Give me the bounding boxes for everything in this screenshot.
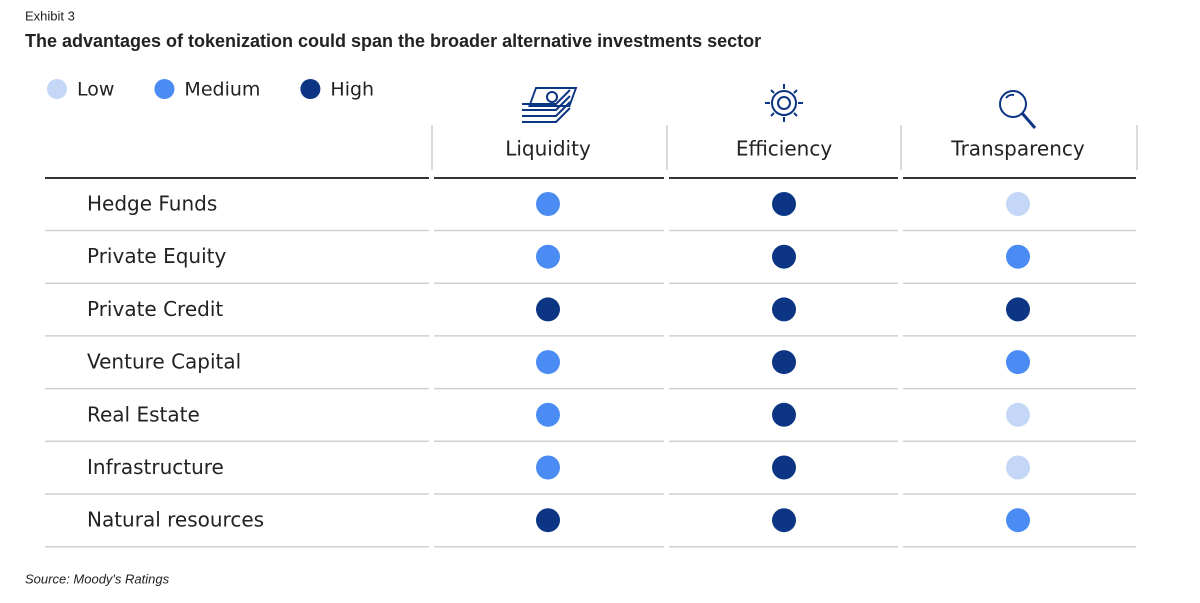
rating-dot [1006, 192, 1030, 216]
liquidity-icon [522, 87, 578, 123]
column-header: Liquidity [505, 137, 591, 161]
rating-dot [536, 455, 560, 480]
row-label: Real Estate [87, 402, 200, 426]
row-label: Venture Capital [87, 350, 241, 374]
legend-dot [300, 79, 321, 99]
rating-dot [772, 350, 796, 375]
source: Source: Moody's Ratings [25, 571, 170, 586]
row-label: Hedge Funds [87, 192, 217, 216]
row-label: Infrastructure [87, 455, 224, 479]
rating-dot [536, 192, 560, 216]
rating-dot [772, 192, 796, 216]
row-label: Natural resources [87, 508, 264, 532]
rating-dot [772, 244, 796, 269]
rating-dot [536, 402, 560, 427]
rating-dot [772, 455, 796, 480]
transparency-icon [999, 90, 1037, 129]
column-header: Transparency [950, 137, 1085, 161]
legend-dot [47, 79, 67, 99]
title: The advantages of tokenization could spa… [25, 31, 761, 51]
legend-dot [154, 79, 175, 99]
row-label: Private Equity [87, 244, 226, 268]
legend-label: Medium [184, 79, 260, 101]
rating-dot [772, 508, 796, 533]
rating-dot [536, 297, 560, 322]
legend-label: High [330, 79, 374, 101]
rating-dot [1006, 402, 1030, 427]
rating-dot [1006, 350, 1030, 375]
column-header: Efficiency [736, 137, 833, 161]
rating-dot [1006, 297, 1030, 322]
rating-dot [772, 297, 796, 322]
exhibit-label: Exhibit 3 [25, 8, 75, 23]
row-label: Private Credit [87, 297, 223, 321]
rating-dot [772, 402, 796, 427]
rating-dot [1006, 455, 1030, 480]
rating-dot [536, 350, 560, 375]
efficiency-icon [765, 84, 803, 122]
rating-dot [536, 508, 560, 533]
rating-dot [1006, 508, 1030, 533]
legend-label: Low [77, 79, 114, 101]
rating-dot [1006, 244, 1030, 269]
rating-dot [536, 244, 560, 269]
